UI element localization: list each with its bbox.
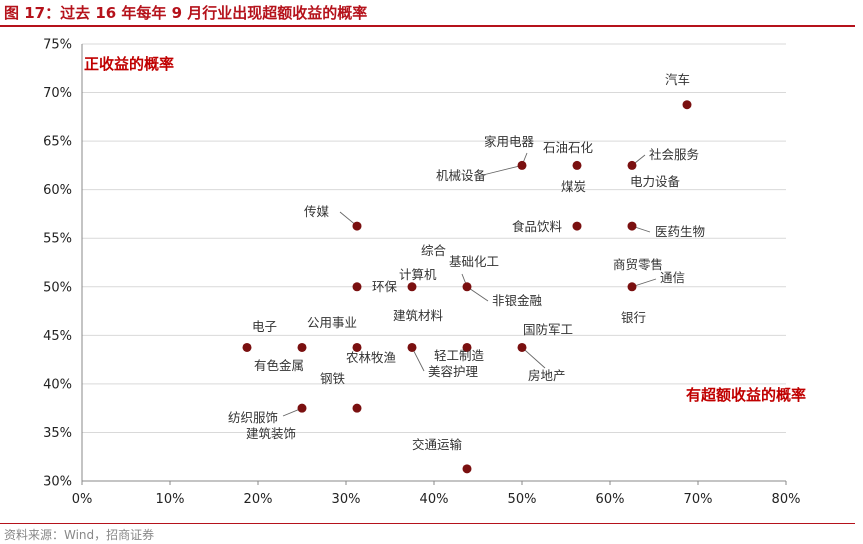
leader-line: [521, 347, 546, 369]
y-tick-label: 45%: [43, 329, 72, 344]
source-note: 资料来源：Wind，招商证券: [4, 528, 155, 542]
title-divider: [0, 25, 855, 27]
data-point: [627, 221, 637, 231]
point-label: 传媒: [304, 204, 330, 219]
point-label: 机械设备: [436, 168, 487, 183]
data-point: [297, 342, 307, 352]
leader-line: [482, 164, 523, 176]
data-point: [297, 403, 307, 413]
chart-title: 图 17：过去 16 年每年 9 月行业出现超额收益的概率: [4, 4, 368, 22]
y-tick-label: 60%: [43, 183, 72, 198]
y-tick-label: 65%: [43, 135, 72, 150]
data-point: [242, 342, 252, 352]
x-tick-label: 0%: [72, 492, 93, 507]
point-label: 汽车: [665, 72, 690, 87]
x-tick-label: 40%: [420, 492, 449, 507]
point-label: 公用事业: [307, 315, 357, 330]
y-tick-label: 30%: [43, 475, 72, 490]
point-label: 计算机: [399, 267, 437, 282]
footer-divider: [0, 523, 855, 524]
data-point: [462, 282, 472, 292]
point-label: 石油石化: [543, 140, 594, 155]
data-point: [352, 403, 362, 413]
data-point: [352, 221, 362, 231]
x-tick-label: 20%: [244, 492, 273, 507]
point-label: 农林牧渔: [346, 350, 396, 365]
x-tick-label: 70%: [684, 492, 713, 507]
data-point: [352, 342, 362, 352]
scatter-chart: 30% 35% 40% 45% 50% 55% 60% 65% 70% 75% 0% 10% 20% 30…: [43, 38, 806, 508]
x-tick-label: 30%: [332, 492, 361, 507]
point-label: 综合: [421, 243, 447, 258]
axes: [81, 44, 787, 485]
point-label: 家用电器: [484, 134, 535, 149]
x-annotation: 有超额收益的概率: [686, 386, 806, 404]
point-label: 基础化工: [449, 254, 499, 269]
y-tick-label: 55%: [43, 232, 72, 247]
data-point: [627, 160, 637, 170]
data-point: [407, 342, 417, 352]
data-point: [627, 282, 637, 292]
x-tick-label: 80%: [772, 492, 801, 507]
y-tick-label: 50%: [43, 280, 72, 295]
point-label: 煤炭: [561, 179, 586, 194]
point-label: 食品饮料: [512, 219, 563, 234]
point-label: 纺织服饰: [228, 410, 278, 425]
point-label: 建筑材料: [393, 308, 444, 323]
point-label: 商贸零售: [613, 257, 663, 272]
point-label: 钢铁: [320, 371, 346, 386]
data-point: [462, 342, 472, 352]
data-point: [352, 282, 362, 292]
data-point: [462, 464, 472, 474]
point-label: 建筑装饰: [246, 426, 296, 441]
point-label: 电子: [252, 319, 277, 334]
y-annotation: 正收益的概率: [84, 55, 174, 73]
gridlines: [82, 43, 786, 433]
point-label: 国防军工: [523, 322, 573, 337]
x-tick-label: 60%: [596, 492, 625, 507]
point-label: 美容护理: [428, 364, 479, 379]
data-points: [242, 100, 692, 474]
point-label: 医药生物: [655, 224, 705, 239]
y-tick-label: 40%: [43, 377, 72, 392]
point-label: 非银金融: [492, 293, 543, 308]
data-point: [572, 221, 582, 231]
point-label: 环保: [372, 279, 398, 294]
point-label: 有色金属: [254, 358, 304, 373]
x-tick-label: 50%: [508, 492, 537, 507]
data-point: [572, 160, 582, 170]
data-point: [407, 282, 417, 292]
point-label: 交通运输: [412, 437, 463, 452]
point-label: 通信: [660, 270, 685, 285]
data-point: [517, 342, 527, 352]
x-tick-label: 10%: [156, 492, 185, 507]
data-point: [682, 100, 692, 110]
y-tick-label: 75%: [43, 38, 72, 53]
y-tick-label: 70%: [43, 86, 72, 101]
point-label: 社会服务: [649, 147, 699, 162]
y-tick-label: 35%: [43, 426, 72, 441]
point-label: 房地产: [528, 368, 566, 383]
tick-labels: 30% 35% 40% 45% 50% 55% 60% 65% 70% 75% 0% 10% 20% 30…: [43, 38, 800, 508]
point-label: 电力设备: [630, 174, 681, 189]
point-label: 轻工制造: [434, 348, 485, 363]
data-point: [517, 160, 527, 170]
point-label: 银行: [621, 310, 646, 325]
